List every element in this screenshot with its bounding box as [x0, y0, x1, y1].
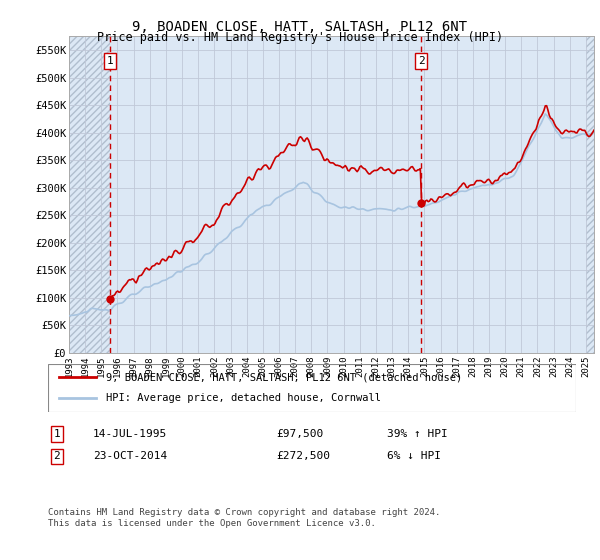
Text: Price paid vs. HM Land Registry's House Price Index (HPI): Price paid vs. HM Land Registry's House …	[97, 31, 503, 44]
Text: 9, BOADEN CLOSE, HATT, SALTASH, PL12 6NT: 9, BOADEN CLOSE, HATT, SALTASH, PL12 6NT	[133, 20, 467, 34]
Text: 23-OCT-2014: 23-OCT-2014	[93, 451, 167, 461]
Text: 6% ↓ HPI: 6% ↓ HPI	[387, 451, 441, 461]
Text: Contains HM Land Registry data © Crown copyright and database right 2024.
This d: Contains HM Land Registry data © Crown c…	[48, 508, 440, 528]
Text: HPI: Average price, detached house, Cornwall: HPI: Average price, detached house, Corn…	[106, 393, 381, 403]
Text: 14-JUL-1995: 14-JUL-1995	[93, 429, 167, 439]
Text: 9, BOADEN CLOSE, HATT, SALTASH, PL12 6NT (detached house): 9, BOADEN CLOSE, HATT, SALTASH, PL12 6NT…	[106, 372, 463, 382]
Text: 1: 1	[107, 56, 113, 66]
Text: 2: 2	[53, 451, 61, 461]
Text: £97,500: £97,500	[276, 429, 323, 439]
Text: 2: 2	[418, 56, 425, 66]
Text: £272,500: £272,500	[276, 451, 330, 461]
Text: 1: 1	[53, 429, 61, 439]
Text: 39% ↑ HPI: 39% ↑ HPI	[387, 429, 448, 439]
